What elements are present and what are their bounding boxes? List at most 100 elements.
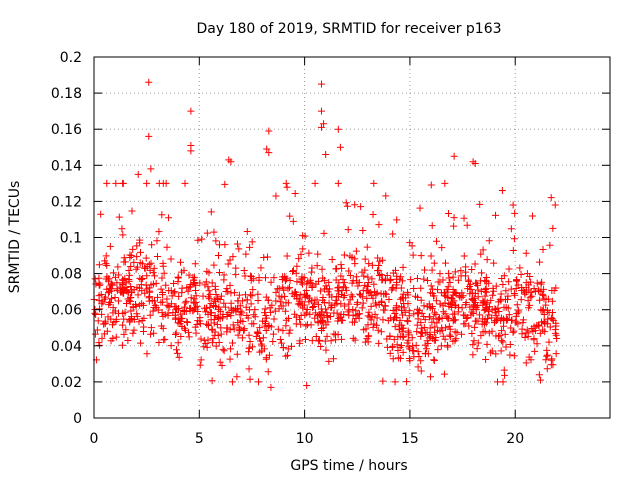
data-point	[242, 291, 250, 299]
data-point	[404, 300, 412, 308]
data-point	[272, 288, 280, 296]
data-point	[465, 277, 473, 285]
data-point	[308, 283, 316, 291]
data-point	[159, 262, 167, 270]
data-point	[164, 309, 172, 317]
data-point	[430, 356, 438, 364]
data-point	[186, 307, 194, 315]
data-point	[145, 78, 153, 86]
data-point	[317, 343, 325, 351]
data-point	[325, 299, 333, 307]
data-point	[524, 297, 532, 305]
data-point	[454, 308, 462, 316]
data-point	[310, 299, 318, 307]
data-point	[449, 286, 457, 294]
data-point	[274, 325, 282, 333]
data-point	[165, 287, 173, 295]
data-point	[352, 247, 360, 255]
data-point	[228, 339, 236, 347]
data-point	[508, 316, 516, 324]
data-point	[128, 288, 136, 296]
data-point	[477, 250, 485, 258]
data-point	[255, 276, 263, 284]
data-point	[303, 306, 311, 314]
data-point	[404, 329, 412, 337]
data-point	[328, 255, 336, 263]
data-point	[332, 336, 340, 344]
data-point	[398, 277, 406, 285]
data-point	[442, 259, 450, 267]
data-point	[421, 316, 429, 324]
data-point	[436, 314, 444, 322]
data-point	[389, 355, 397, 363]
data-point	[286, 326, 294, 334]
data-point	[321, 337, 329, 345]
data-point	[544, 351, 552, 359]
data-point	[147, 259, 155, 267]
data-point	[145, 294, 153, 302]
data-point	[529, 327, 537, 335]
data-point	[234, 297, 242, 305]
data-point	[127, 297, 135, 305]
data-point	[483, 304, 491, 312]
data-point	[509, 247, 517, 255]
data-point	[461, 312, 469, 320]
data-point	[328, 303, 336, 311]
data-point	[143, 179, 151, 187]
data-point	[511, 291, 519, 299]
data-point	[105, 285, 113, 293]
data-point	[137, 339, 145, 347]
data-point	[283, 275, 291, 283]
data-point	[217, 292, 225, 300]
data-point	[482, 273, 490, 281]
data-point	[421, 329, 429, 337]
data-point	[339, 316, 347, 324]
data-point	[243, 296, 251, 304]
data-point	[213, 321, 221, 329]
data-point	[344, 308, 352, 316]
data-point	[109, 269, 117, 277]
data-point	[446, 331, 454, 339]
data-point	[438, 324, 446, 332]
data-point	[547, 356, 555, 364]
data-point	[430, 357, 438, 364]
data-point	[354, 282, 362, 290]
data-point	[458, 304, 466, 312]
data-point	[368, 275, 376, 283]
y-tick-label: 0.2	[60, 50, 82, 66]
data-point	[190, 299, 198, 307]
data-point	[319, 274, 327, 282]
data-point	[477, 277, 485, 285]
data-point	[180, 266, 188, 274]
data-point	[282, 179, 290, 187]
data-point	[112, 179, 120, 187]
data-point	[266, 304, 274, 312]
data-point	[497, 347, 505, 355]
data-point	[182, 297, 190, 305]
data-point	[533, 279, 541, 287]
data-point	[210, 319, 218, 327]
data-point	[174, 339, 182, 347]
data-point	[383, 335, 391, 343]
data-point	[115, 213, 123, 221]
data-point	[240, 267, 248, 275]
data-point	[198, 235, 206, 243]
data-point	[269, 337, 277, 345]
x-tick-label: 15	[401, 431, 419, 447]
data-point	[427, 373, 435, 381]
data-point	[445, 274, 453, 282]
data-point	[436, 270, 444, 278]
data-point	[476, 311, 484, 319]
data-point	[223, 313, 231, 321]
data-point	[478, 269, 486, 277]
data-point	[227, 345, 235, 353]
data-point	[91, 309, 99, 317]
data-point	[450, 297, 458, 305]
data-point	[420, 312, 428, 320]
y-tick-label: 0.1	[60, 231, 82, 247]
data-point	[108, 280, 116, 288]
data-point	[370, 320, 378, 328]
data-point	[381, 302, 389, 310]
data-point	[130, 258, 138, 266]
data-point	[382, 192, 390, 200]
